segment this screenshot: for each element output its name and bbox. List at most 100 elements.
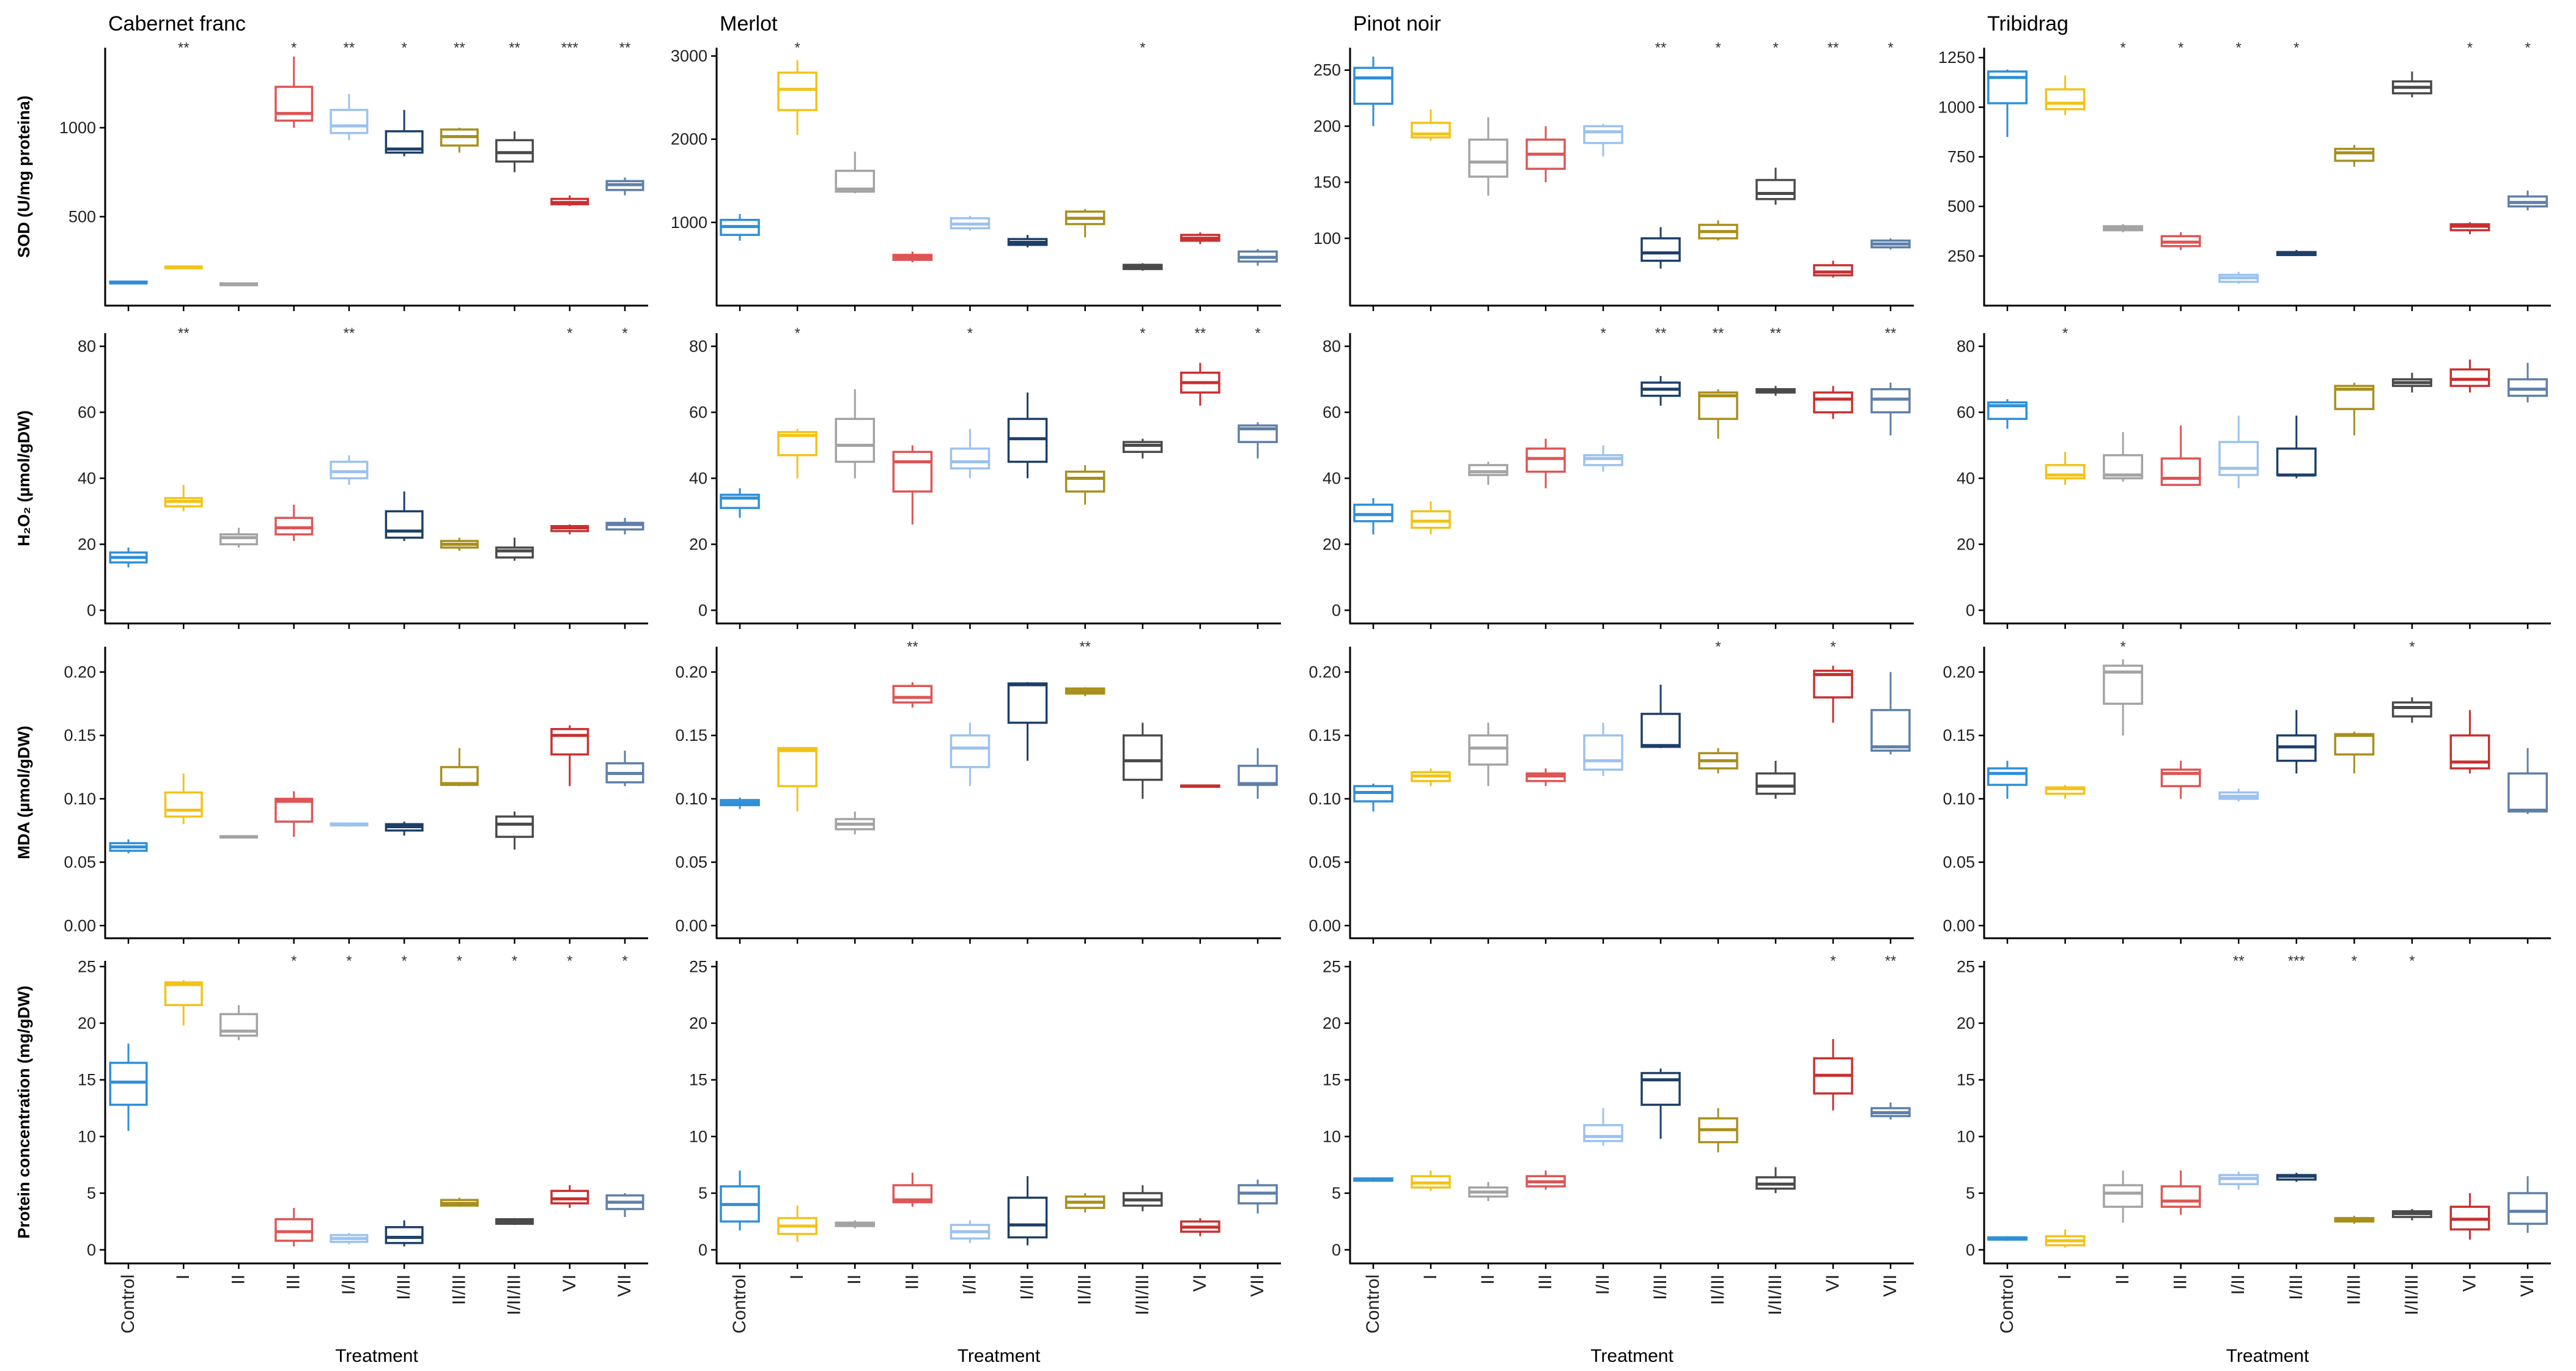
significance-mark: * [794,40,800,56]
significance-mark: * [1140,325,1145,342]
box-protein-3-7 [2391,1209,2432,1221]
box-h2o2-2-4 [1583,445,1623,472]
box-h2o2-2-5 [1640,376,1681,406]
x-tick-label: I [2055,1274,2075,1279]
x-tick-label: Control [1363,1274,1383,1334]
y-tick-label: 200 [1313,117,1341,135]
box [2160,457,2201,487]
box-protein-3-1 [2045,1229,2086,1248]
box-h2o2-3-4 [2218,415,2259,488]
box-sod-2-0 [1353,56,1393,127]
y-tick-label: 0 [1332,601,1341,619]
significance-mark: * [794,325,800,342]
box-mda-3-7 [2391,697,2432,723]
box-sod-0-9 [605,177,644,196]
box [1065,470,1105,493]
significance-mark: ** [2233,953,2245,969]
x-axis-title: Treatment [1590,1346,1674,1366]
y-tick-label: 0.15 [64,726,96,744]
y-tick-label: 10 [689,1127,707,1145]
x-tick-label: I/II [339,1274,359,1295]
box-sod-1-8 [1180,232,1220,244]
box-sod-0-8 [550,195,589,207]
box [1007,1196,1048,1239]
y-tick-label: 40 [1957,469,1975,488]
y-tick-label: 0.10 [64,790,96,808]
box-protein-3-2 [2103,1170,2144,1223]
box-mda-2-1 [1411,768,1451,787]
box-sod-2-5 [1640,227,1681,269]
box-sod-3-3 [2160,232,2201,251]
panel-mda-3: 0.00 0.05 0.10 0.15 0.20 * * [1943,639,2551,944]
box-protein-1-9 [1238,1179,1278,1214]
y-tick-label: 0 [698,601,707,619]
y-tick-label: 5 [698,1184,707,1202]
box-mda-3-3 [2160,760,2201,799]
box-h2o2-1-1 [777,428,817,479]
box [1468,734,1508,766]
y-tick-label: 25 [1957,957,1975,976]
box-sod-1-5 [1007,235,1048,248]
box-protein-0-4 [330,1232,369,1244]
significance-mark: * [2120,40,2125,56]
y-tick-label: 60 [78,403,96,422]
significance-mark: * [2467,40,2473,56]
x-tick-label: II/III [1708,1274,1728,1305]
y-tick-label: 0.00 [675,916,707,935]
y-tick-label: 0 [1332,1241,1341,1259]
box [1640,237,1681,262]
box-h2o2-0-2 [219,527,258,548]
box-sod-1-9 [1238,249,1278,266]
y-axis-label-protein: Protein concentration (mg/gDW) [15,986,33,1239]
box-protein-1-3 [892,1172,933,1207]
significance-mark: ** [1885,953,1897,969]
box-mda-1-8 [1180,784,1220,788]
x-tick-label: II [1478,1274,1498,1285]
box-protein-0-5 [385,1220,424,1247]
box-h2o2-2-6 [1698,389,1738,439]
box [950,447,991,470]
y-tick-label: 20 [78,1014,96,1032]
y-tick-label: 0.00 [1308,916,1341,935]
significance-mark: ** [619,40,631,56]
y-tick-label: 0.05 [1308,853,1341,872]
box [1583,1124,1623,1142]
box-mda-2-2 [1468,722,1508,787]
panel-title-3: Tribidrag [1987,12,2069,35]
box-mda-0-1 [164,773,203,825]
box [1870,388,1911,414]
x-tick-label: III [1535,1274,1556,1290]
box-mda-0-2 [219,835,258,839]
box-h2o2-3-8 [2449,359,2490,393]
box-sod-3-8 [2449,222,2490,235]
y-axis-label-h2o2: H₂O₂ (µmol/gDW) [15,410,33,546]
box [1583,454,1623,466]
x-tick-label: III [902,1274,922,1290]
box [1007,417,1048,463]
box [1755,772,1796,795]
x-tick-label: II [844,1274,865,1285]
y-tick-label: 250 [1313,61,1341,79]
box-mda-0-7 [495,811,534,850]
significance-mark: * [1715,40,1721,56]
box-mda-2-6 [1698,748,1738,774]
box-sod-3-6 [2334,145,2375,167]
box-h2o2-3-9 [2508,362,2548,403]
box-h2o2-1-5 [1007,392,1048,479]
box [275,516,314,536]
box-protein-0-7 [495,1218,534,1225]
x-tick-label: VII [2517,1274,2537,1297]
significance-mark: * [1830,953,1836,969]
box-mda-3-2 [2103,659,2144,736]
x-tick-label: Control [1997,1274,2017,1334]
box [2449,368,2490,388]
box-protein-2-3 [1526,1170,1566,1190]
box-sod-3-2 [2103,224,2144,232]
box-h2o2-2-1 [1411,501,1451,535]
box [550,728,589,756]
significance-mark: ** [1655,40,1667,56]
box [2391,701,2432,718]
box-sod-2-8 [1813,260,1853,278]
